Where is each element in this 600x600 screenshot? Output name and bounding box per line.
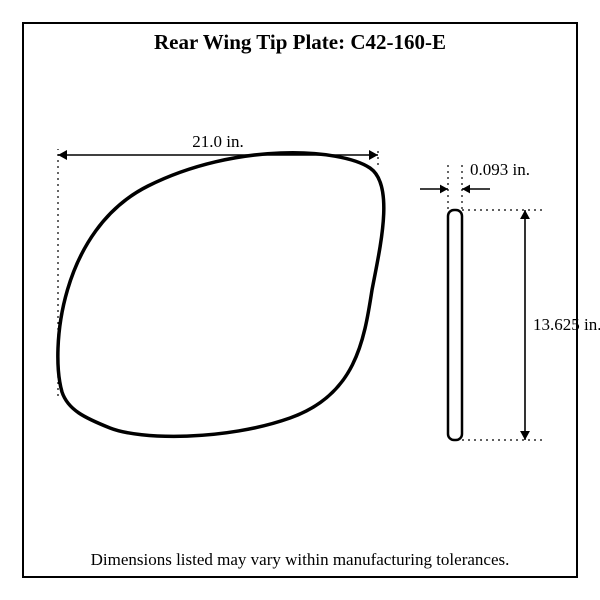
drawing-frame: [22, 22, 578, 578]
drawing-title: Rear Wing Tip Plate: C42-160-E: [0, 30, 600, 55]
tolerance-note: Dimensions listed may vary within manufa…: [0, 550, 600, 570]
